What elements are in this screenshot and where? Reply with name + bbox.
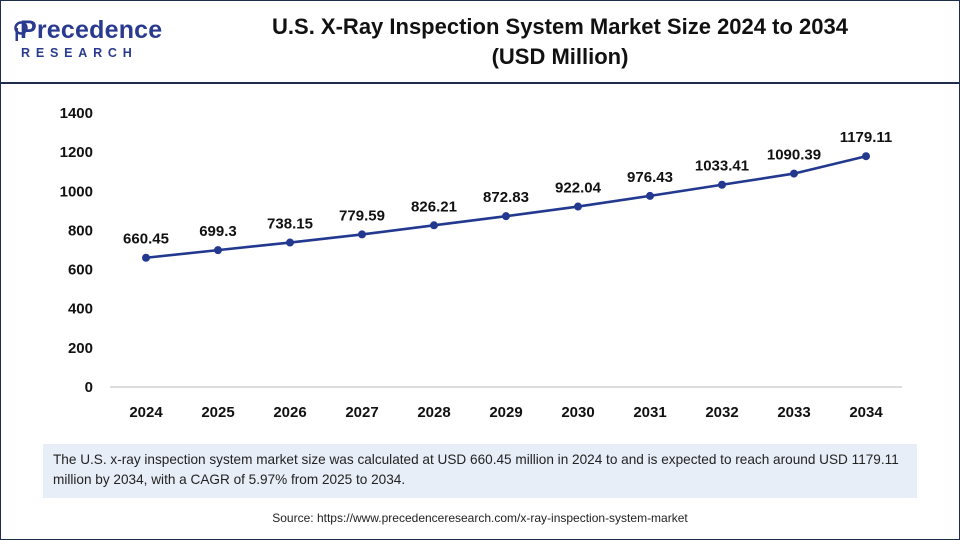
data-point	[646, 191, 654, 200]
x-tick-label: 2031	[633, 404, 666, 421]
data-point	[718, 180, 726, 189]
caption-text: The U.S. x-ray inspection system market …	[53, 452, 899, 487]
x-tick-label: 2028	[417, 404, 450, 421]
y-tick-label: 400	[68, 301, 93, 318]
header: Precedence RESEARCH U.S. X-Ray Inspectio…	[0, 0, 960, 84]
data-point	[214, 246, 222, 255]
x-tick-label: 2029	[489, 404, 522, 421]
series-line	[145, 154, 867, 260]
data-label: 872.83	[483, 189, 529, 206]
x-tick-label: 2024	[129, 404, 163, 421]
data-point	[430, 221, 438, 230]
data-label: 1179.11	[840, 129, 893, 146]
y-tick-label: 600	[68, 262, 93, 279]
data-label: 826.21	[411, 198, 457, 215]
series-market-size: 660.45 699.3 738.15 779.59 826.21 872.83 922.0…	[123, 129, 892, 262]
data-point	[142, 253, 150, 262]
brand-subname: RESEARCH	[21, 46, 138, 60]
data-point	[358, 230, 366, 239]
y-tick-label: 800	[68, 222, 93, 239]
data-label: 738.15	[267, 216, 313, 233]
data-label: 976.43	[627, 169, 673, 186]
y-tick-label: 1200	[60, 144, 93, 161]
data-label: 1033.41	[695, 158, 749, 175]
x-tick-label: 2026	[273, 404, 306, 421]
chart-title: U.S. X-Ray Inspection System Market Size…	[210, 12, 910, 72]
y-tick-label: 1000	[60, 183, 93, 200]
data-label: 1090.39	[767, 147, 821, 164]
data-label: 660.45	[123, 231, 169, 248]
chart-title-line1: U.S. X-Ray Inspection System Market Size…	[272, 14, 848, 39]
source-note: Source: https://www.precedenceresearch.c…	[272, 511, 688, 525]
y-tick-label: 200	[68, 340, 93, 357]
data-point	[286, 238, 294, 247]
caption-box: The U.S. x-ray inspection system market …	[43, 444, 917, 498]
x-axis: 2024 2025 2026 2027 2028 2029 2030 2031 2032 2033…	[110, 386, 902, 421]
logo-mark-icon	[14, 21, 28, 41]
x-tick-label: 2032	[705, 404, 738, 421]
brand-name: Precedence	[20, 16, 163, 44]
x-tick-label: 2025	[201, 404, 234, 421]
data-point	[790, 169, 798, 178]
data-label: 779.59	[339, 207, 385, 224]
brand-logo: Precedence RESEARCH	[14, 16, 170, 64]
data-label: 699.3	[199, 223, 237, 240]
chart-title-line2: (USD Million)	[491, 44, 629, 69]
data-point	[502, 212, 510, 221]
data-point	[574, 202, 582, 211]
x-tick-label: 2027	[345, 404, 378, 421]
data-label: 922.04	[555, 180, 602, 197]
x-tick-label: 2034	[849, 404, 883, 421]
data-point	[862, 152, 870, 161]
y-axis: 0 200 400 600 800 1000 1200 1400	[60, 105, 93, 396]
y-tick-label: 0	[85, 379, 93, 396]
x-tick-label: 2033	[777, 404, 810, 421]
y-tick-label: 1400	[60, 105, 93, 122]
x-tick-label: 2030	[561, 404, 594, 421]
